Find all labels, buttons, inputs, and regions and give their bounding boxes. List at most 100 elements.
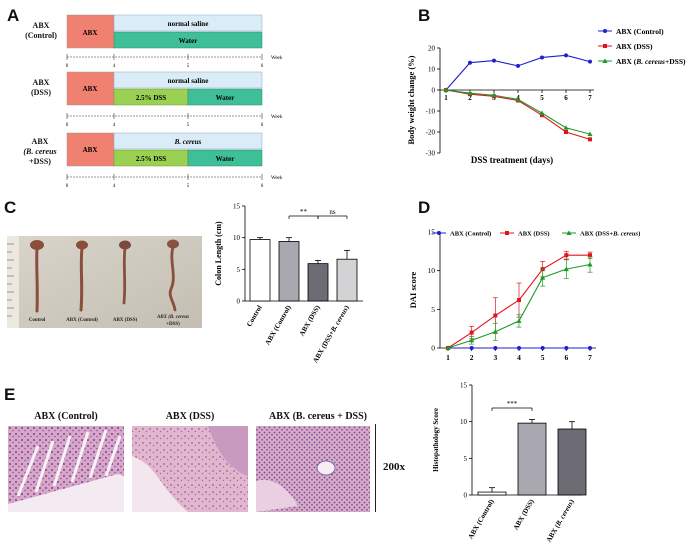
legend-label: ABX (DSS+B. cereus) — [580, 231, 640, 238]
tick-label: 4 — [113, 64, 116, 69]
data-point-square — [517, 298, 521, 303]
magnification-label: 200x — [383, 461, 405, 473]
data-point-square — [564, 130, 568, 134]
row-label-line: ABX — [31, 137, 49, 146]
tick-label: 6 — [261, 64, 264, 69]
y-axis-title: DAI score — [408, 272, 418, 309]
data-point-circle — [437, 231, 441, 235]
row-label-line: (Control) — [25, 31, 57, 40]
y-tick-label: 15 — [428, 228, 436, 237]
bar — [477, 491, 507, 496]
data-point-circle — [469, 346, 474, 350]
data-point-circle — [468, 60, 472, 65]
data-point-square — [588, 137, 592, 142]
y-tick-label: 0 — [237, 298, 241, 306]
histology-title-control: ABX (Control) — [34, 411, 98, 422]
x-tick-label: 1 — [446, 353, 450, 362]
schematic-row-label-bcereus: ABX (B. cereus +DSS) — [14, 137, 66, 167]
histology-images — [8, 426, 370, 512]
category-label: ABX (B. cereus) — [545, 497, 576, 543]
bar — [557, 428, 587, 496]
photo-labels: Control ABX (Control) ABX (DSS) ABX (B. … — [29, 315, 189, 327]
tick-label: 5 — [187, 64, 190, 69]
data-point-triangle — [443, 87, 449, 92]
y-tick-label: 0 — [464, 492, 468, 500]
tick-label: 4 — [113, 184, 116, 189]
x-tick-label: 5 — [540, 94, 544, 102]
water-bar — [113, 31, 263, 49]
data-point-square — [540, 113, 544, 118]
colon-abx-dss — [122, 246, 127, 305]
water-label: Water — [216, 94, 235, 102]
category-label: ABX (Control) — [467, 497, 496, 540]
abx-block — [66, 132, 115, 167]
data-point-square — [469, 330, 474, 335]
legend-label: ABX (Control) — [616, 27, 664, 36]
category-label: ABX (DSS) — [512, 497, 536, 531]
colon-abx-bcereus — [168, 245, 177, 312]
data-point-triangle — [492, 329, 498, 334]
cecum-control — [30, 240, 44, 250]
y-tick-label: 0 — [431, 344, 435, 353]
y-tick-label: 0 — [432, 87, 436, 95]
schematic-row-1: ABX normal saline Water 0 4 5 6 Week — [66, 14, 283, 69]
data-point-triangle — [540, 275, 546, 280]
data-point-square — [505, 231, 509, 235]
bcereus-bar — [113, 132, 263, 150]
water-bar — [187, 149, 263, 167]
legend-label: ABX (DSS) — [616, 42, 653, 51]
tick-label: 6 — [261, 184, 264, 189]
abx-block — [66, 71, 115, 106]
bar — [336, 258, 358, 302]
x-tick-label: 4 — [517, 353, 521, 362]
y-tick-label: 10 — [233, 234, 241, 242]
data-point-circle — [603, 29, 607, 33]
photo-label-abx-dss: ABX (DSS) — [113, 318, 138, 323]
tick-label: 0 — [66, 123, 69, 128]
chart-e-histopathology: 0 5 10 15 Histopathology Score ABX (Control) A… — [432, 382, 587, 544]
data-point-triangle — [587, 131, 593, 137]
data-point-triangle — [563, 266, 569, 272]
chart-c-colon-length: 0 5 10 15 Colon Length (cm) Control ABX (Contr… — [214, 203, 363, 364]
chart-d-dai-score: 0 5 10 15 1 2 3 4 5 6 7 DAI score ABX (Control) ABX (… — [408, 228, 640, 363]
bar — [278, 241, 300, 302]
legend-label: ABX (DSS) — [518, 231, 550, 238]
water-label: Water — [216, 155, 235, 163]
data-point-square — [493, 313, 498, 318]
row-label-line: (B. cereus — [23, 147, 57, 156]
data-point-circle — [492, 58, 496, 63]
bcereus-label: B. cereus — [174, 138, 202, 146]
photo-label-bcereus: ABX (B. cereus — [156, 315, 189, 320]
panel-letter-a: A — [7, 6, 20, 25]
data-point-square — [588, 253, 592, 258]
row-label-line: +DSS) — [29, 157, 51, 166]
tick-label: 5 — [187, 184, 190, 189]
x-tick-label: 2 — [468, 94, 472, 102]
x-tick-label: 2 — [470, 353, 474, 362]
panel-letter-b: B — [418, 6, 431, 25]
cecum-abx-control — [76, 240, 88, 250]
y-tick-label: 5 — [431, 305, 435, 314]
saline-bar — [113, 14, 263, 32]
abx-label: ABX — [83, 85, 98, 93]
water-label: Water — [179, 37, 198, 45]
significance-label: ** — [300, 208, 308, 216]
unit-label: Week — [271, 115, 283, 120]
data-point-triangle — [539, 110, 545, 116]
data-point-triangle — [445, 345, 451, 350]
schematic-row-label-dss: ABX (DSS) — [18, 78, 64, 98]
y-tick-label: 15 — [233, 203, 241, 211]
data-point-circle — [588, 346, 592, 350]
y-tick-label: 5 — [464, 455, 468, 463]
data-point-circle — [517, 346, 521, 350]
photo-label-control: Control — [29, 318, 46, 323]
row-label-line: ABX — [32, 78, 50, 87]
histology-title-bcereus: ABX (B. cereus + DSS) — [268, 411, 367, 422]
schematic-row-3: ABX B. cereus 2.5% DSS Water 0 4 5 6 Wee… — [66, 132, 283, 189]
data-point-triangle — [563, 125, 569, 130]
data-point-triangle — [602, 58, 608, 63]
histology-image-bcereus — [256, 426, 370, 512]
data-point-circle — [564, 346, 569, 350]
data-point-square — [603, 44, 607, 48]
